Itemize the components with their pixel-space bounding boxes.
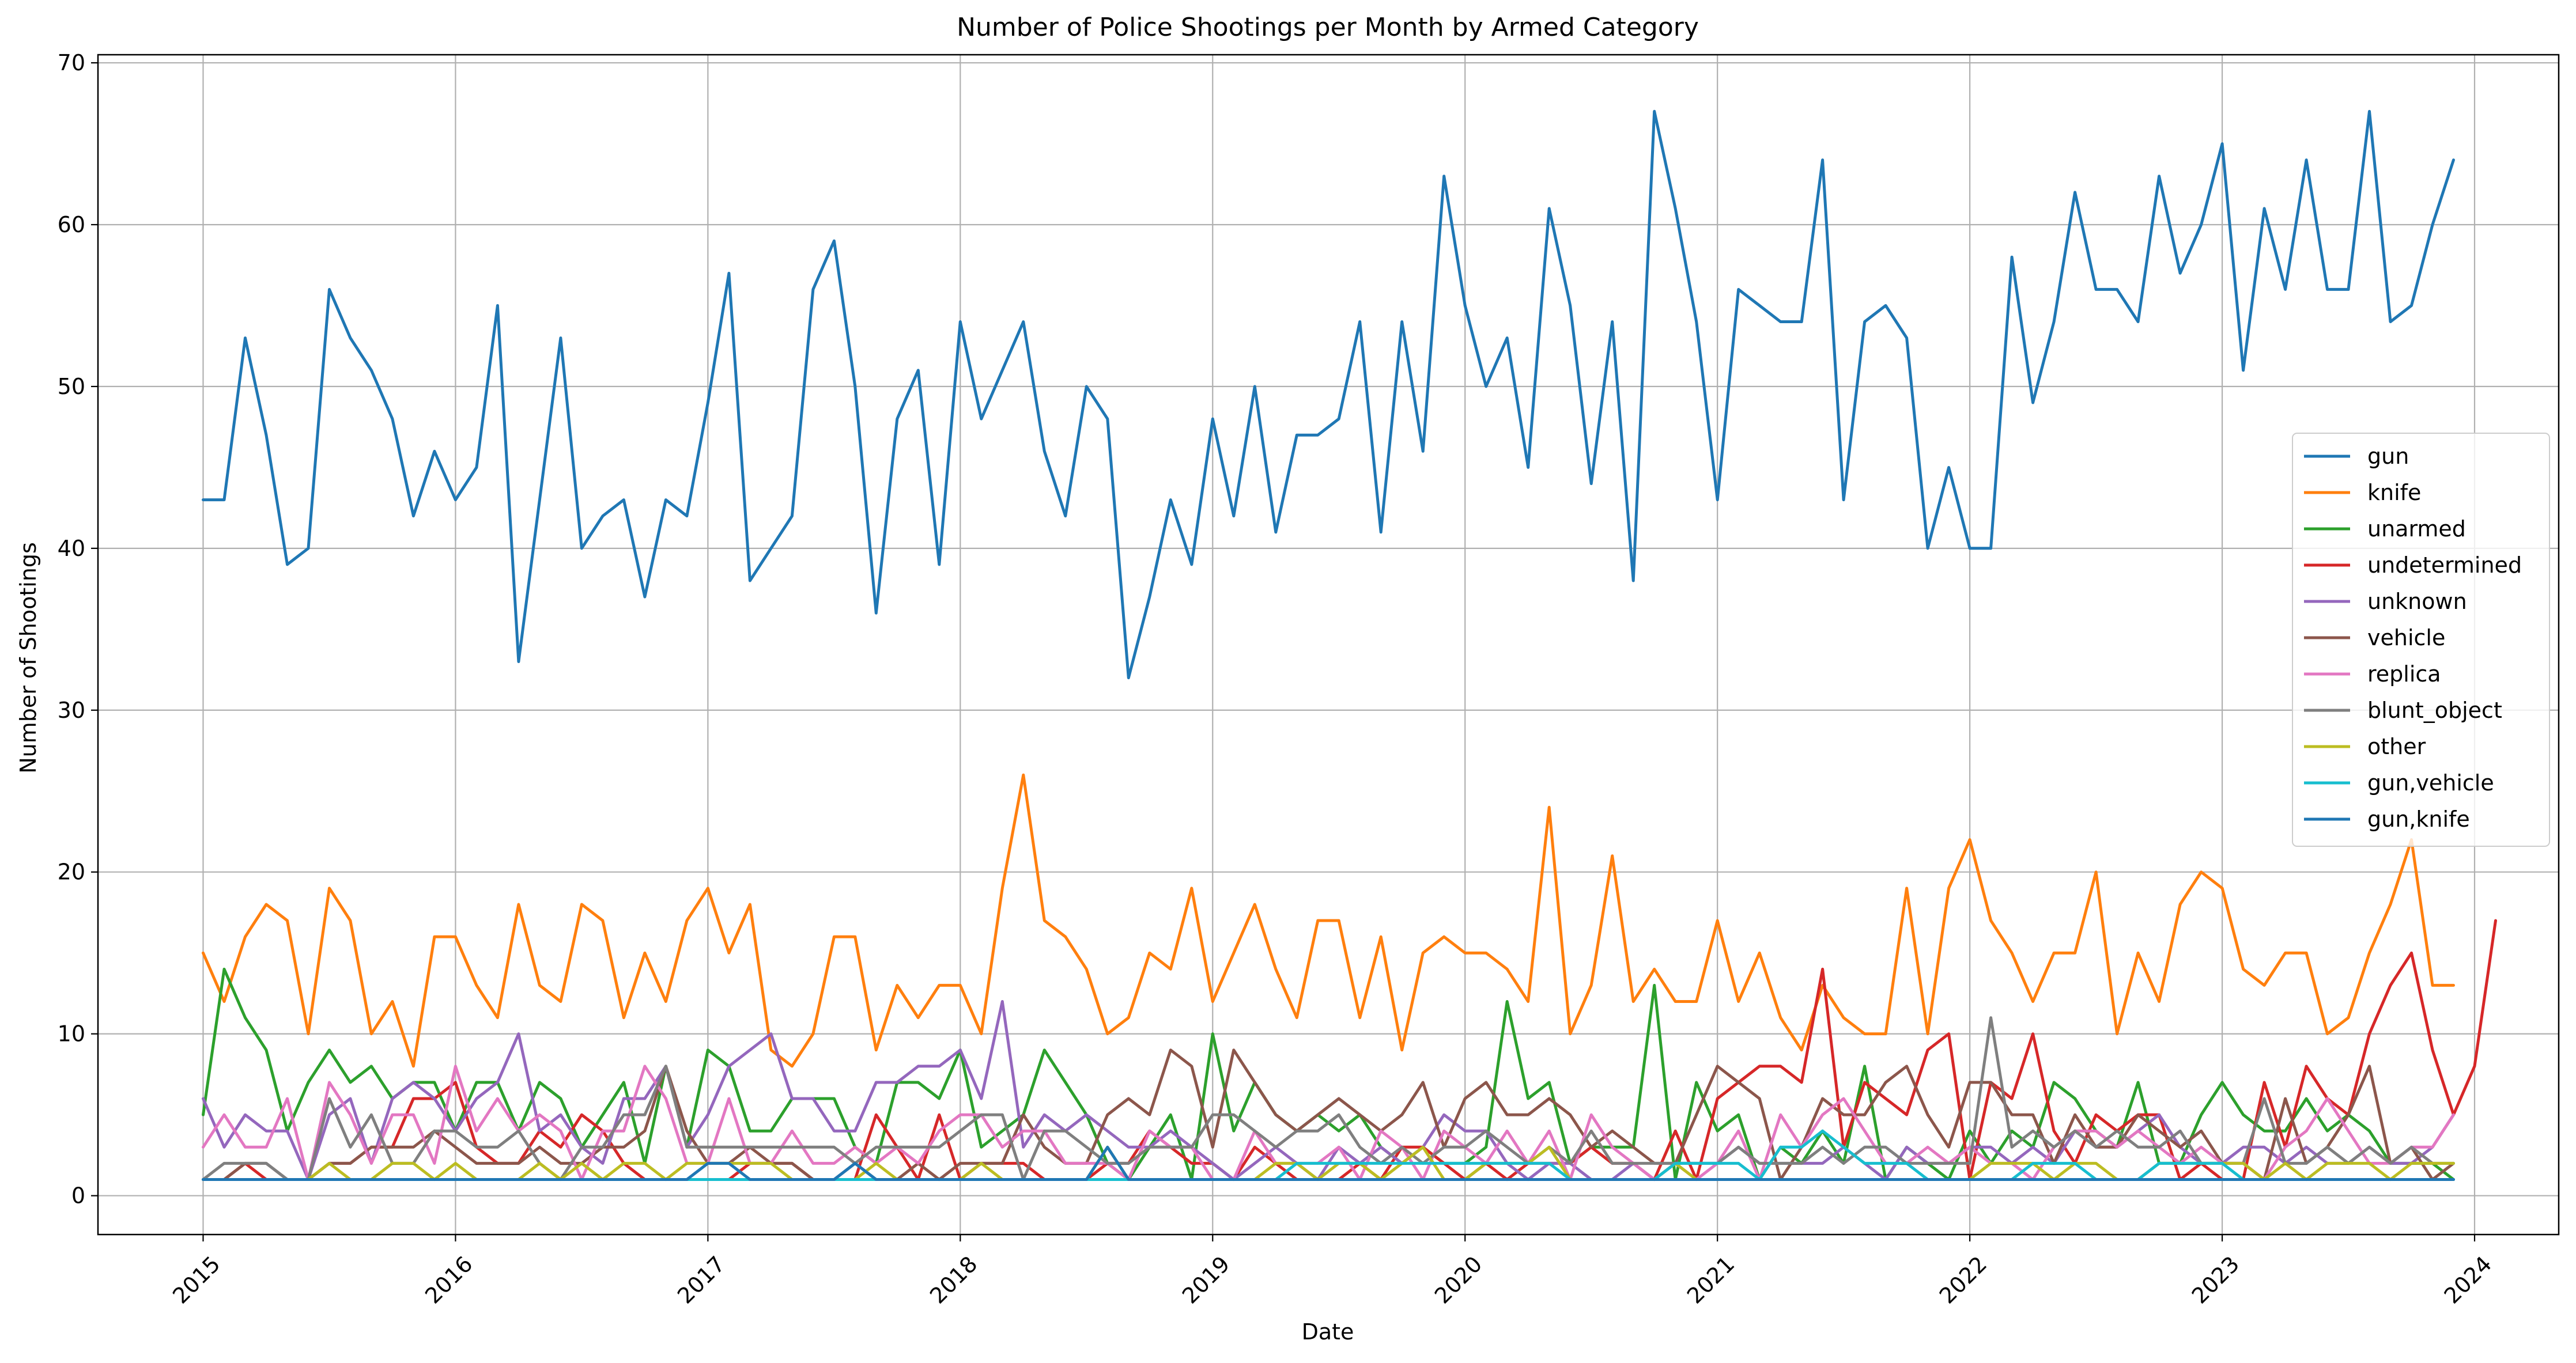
legend-label: gun,vehicle [2367,770,2494,796]
y-axis-label: Number of Shootings [16,542,41,774]
chart-title: Number of Police Shootings per Month by … [957,13,1699,42]
legend-label: knife [2367,480,2421,505]
legend-label: replica [2367,661,2441,687]
legend-label: unarmed [2367,516,2466,542]
y-tick-label: 40 [58,536,85,561]
y-tick-label: 50 [58,374,85,399]
y-tick-label: 70 [58,50,85,75]
y-tick-label: 20 [58,860,85,885]
x-axis-label: Date [1302,1319,1354,1345]
legend: gun knife unarmed undetermined unknown vehicl… [2292,433,2550,847]
y-tick-label: 10 [58,1021,85,1047]
series-line-gun-knife [202,1145,2455,1181]
series-line-undetermined [202,919,2497,1181]
legend-label: undetermined [2367,552,2522,578]
y-tick-label: 0 [71,1183,85,1209]
legend-label: gun,knife [2367,807,2470,832]
series-lines [202,109,2497,1181]
axes-frame [97,54,2560,1236]
y-tick-label: 60 [58,212,85,237]
series-line-gun [202,109,2455,680]
series-line-knife [202,773,2455,1068]
series-line-blunt-object [202,1016,2455,1181]
legend-label: blunt_object [2367,698,2502,723]
y-tick-label: 30 [58,698,85,723]
legend-label: unknown [2367,589,2467,614]
legend-label: gun [2367,444,2409,469]
legend-label: other [2367,734,2426,759]
legend-label: vehicle [2367,625,2445,650]
series-line-vehicle [202,1048,2455,1181]
legend-box [2292,433,2550,847]
series-line-other [202,1145,2455,1181]
series-line-replica [202,1065,2455,1181]
